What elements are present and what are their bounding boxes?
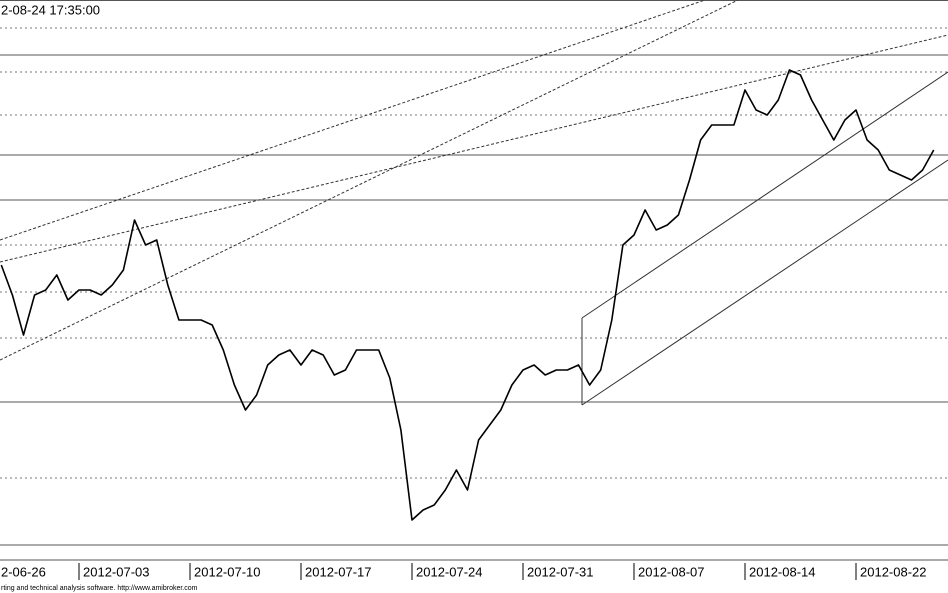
trend-line [0,0,739,361]
x-tick-label: 2012-07-31 [527,564,594,579]
x-tick-label: 2012-07-10 [194,564,261,579]
chart-title: 2-08-24 17:35:00 [1,2,100,17]
footer: rting and technical analysis software. h… [1,585,198,592]
x-tick-label: 2012-08-07 [638,564,705,579]
x-tick-label: 2-06-26 [1,564,46,579]
x-tick-label: 2012-08-22 [860,564,927,579]
x-tick-label: 2012-07-24 [416,564,483,579]
trend-line [581,159,948,406]
x-tick-label: 2012-07-03 [83,564,150,579]
trend-line [0,34,948,263]
trend-line [581,71,948,319]
title-bg [0,1,124,19]
price-line [0,69,935,521]
x-tick-label: 2012-07-17 [305,564,372,579]
trend-line [0,0,706,241]
plot-area [0,69,935,521]
x-tick-label: 2012-08-14 [749,564,816,579]
